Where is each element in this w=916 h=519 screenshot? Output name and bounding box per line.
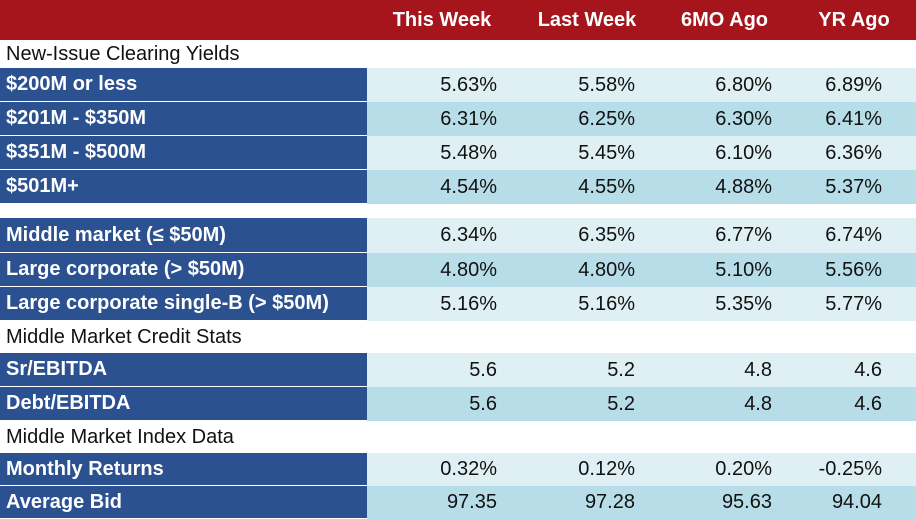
cell-last-week: 5.2 bbox=[607, 358, 635, 381]
section-clearing-yields: New-Issue Clearing Yields bbox=[0, 40, 916, 68]
cell-last-week: 97.28 bbox=[584, 491, 635, 513]
table-row: Large corporate single-B (> $50M) 5.16% … bbox=[0, 287, 916, 321]
table-row: $201M - $350M 6.31% 6.25% 6.30% 6.41% bbox=[0, 102, 916, 136]
cell-this-week: 6.34% bbox=[440, 224, 497, 246]
row-spacer bbox=[0, 204, 916, 218]
cell-6mo-ago: 6.77% bbox=[715, 224, 772, 246]
cell-6mo-ago: 6.80% bbox=[715, 73, 772, 96]
cell-this-week: 5.16% bbox=[440, 292, 497, 315]
section-index-data: Middle Market Index Data bbox=[0, 421, 916, 453]
row-label: Middle market (≤ $50M) bbox=[0, 218, 367, 253]
cell-last-week: 4.80% bbox=[578, 258, 635, 281]
header-row: This Week Last Week 6MO Ago YR Ago bbox=[0, 0, 916, 40]
cell-yr-ago: 4.6 bbox=[854, 358, 882, 381]
cell-yr-ago: 6.89% bbox=[825, 73, 882, 96]
cell-this-week: 97.35 bbox=[446, 491, 497, 513]
cell-yr-ago: 5.56% bbox=[825, 258, 882, 281]
cell-6mo-ago: 6.30% bbox=[715, 107, 772, 130]
cell-last-week: 6.25% bbox=[578, 107, 635, 130]
row-label: $200M or less bbox=[0, 68, 367, 102]
cell-6mo-ago: 95.63 bbox=[721, 491, 772, 513]
cell-this-week: 0.32% bbox=[440, 458, 497, 480]
row-label: $351M - $500M bbox=[0, 136, 367, 170]
row-label: Debt/EBITDA bbox=[0, 387, 367, 421]
cell-6mo-ago: 5.10% bbox=[715, 258, 772, 281]
table-row: Average Bid 97.35 97.28 95.63 94.04 bbox=[0, 486, 916, 519]
cell-this-week: 4.80% bbox=[440, 258, 497, 281]
col-header-this-week: This Week bbox=[392, 8, 492, 31]
section-title: Middle Market Index Data bbox=[6, 425, 234, 448]
cell-6mo-ago: 0.20% bbox=[715, 458, 772, 480]
cell-this-week: 5.6 bbox=[469, 358, 497, 381]
cell-last-week: 4.55% bbox=[578, 175, 635, 198]
row-label: $201M - $350M bbox=[0, 102, 367, 136]
cell-yr-ago: 6.36% bbox=[825, 141, 882, 164]
section-credit-stats: Middle Market Credit Stats bbox=[0, 321, 916, 353]
cell-last-week: 5.2 bbox=[607, 392, 635, 415]
header-corner bbox=[0, 0, 367, 40]
row-label: Monthly Returns bbox=[0, 453, 367, 486]
cell-6mo-ago: 4.8 bbox=[744, 392, 772, 415]
table-row: $200M or less 5.63% 5.58% 6.80% 6.89% bbox=[0, 68, 916, 102]
row-label: Average Bid bbox=[0, 486, 367, 519]
table-row: $351M - $500M 5.48% 5.45% 6.10% 6.36% bbox=[0, 136, 916, 170]
cell-yr-ago: 6.41% bbox=[825, 107, 882, 130]
cell-6mo-ago: 5.35% bbox=[715, 292, 772, 315]
col-header-6mo-ago: 6MO Ago bbox=[680, 8, 769, 31]
cell-yr-ago: 5.77% bbox=[825, 292, 882, 315]
row-label: Sr/EBITDA bbox=[0, 353, 367, 387]
cell-last-week: 0.12% bbox=[578, 458, 635, 480]
cell-last-week: 5.58% bbox=[578, 73, 635, 96]
cell-yr-ago: 6.74% bbox=[825, 224, 882, 246]
cell-6mo-ago: 6.10% bbox=[715, 141, 772, 164]
row-label: Large corporate (> $50M) bbox=[0, 253, 367, 287]
col-header-yr-ago: YR Ago bbox=[818, 8, 890, 31]
cell-last-week: 5.16% bbox=[578, 292, 635, 315]
cell-last-week: 5.45% bbox=[578, 141, 635, 164]
cell-yr-ago: -0.25% bbox=[818, 458, 882, 480]
table-row: Large corporate (> $50M) 4.80% 4.80% 5.1… bbox=[0, 253, 916, 287]
table-row: Middle market (≤ $50M) 6.34% 6.35% 6.77%… bbox=[0, 218, 916, 253]
col-header-last-week: Last Week bbox=[537, 8, 637, 31]
section-title: Middle Market Credit Stats bbox=[6, 325, 242, 348]
cell-yr-ago: 4.6 bbox=[854, 392, 882, 415]
cell-this-week: 5.63% bbox=[440, 73, 497, 96]
table-row: $501M+ 4.54% 4.55% 4.88% 5.37% bbox=[0, 170, 916, 204]
table-row: Sr/EBITDA 5.6 5.2 4.8 4.6 bbox=[0, 353, 916, 387]
cell-yr-ago: 94.04 bbox=[831, 491, 882, 513]
cell-this-week: 5.48% bbox=[440, 141, 497, 164]
cell-yr-ago: 5.37% bbox=[825, 175, 882, 198]
cell-this-week: 6.31% bbox=[440, 107, 497, 130]
table-row: Debt/EBITDA 5.6 5.2 4.8 4.6 bbox=[0, 387, 916, 421]
cell-this-week: 4.54% bbox=[440, 175, 497, 198]
row-label: Large corporate single-B (> $50M) bbox=[0, 287, 367, 321]
cell-this-week: 5.6 bbox=[469, 392, 497, 415]
section-title: New-Issue Clearing Yields bbox=[6, 42, 240, 65]
cell-6mo-ago: 4.88% bbox=[715, 175, 772, 198]
cell-6mo-ago: 4.8 bbox=[744, 358, 772, 381]
table-row: Monthly Returns 0.32% 0.12% 0.20% -0.25% bbox=[0, 453, 916, 486]
cell-last-week: 6.35% bbox=[578, 224, 635, 246]
row-label: $501M+ bbox=[0, 170, 367, 204]
